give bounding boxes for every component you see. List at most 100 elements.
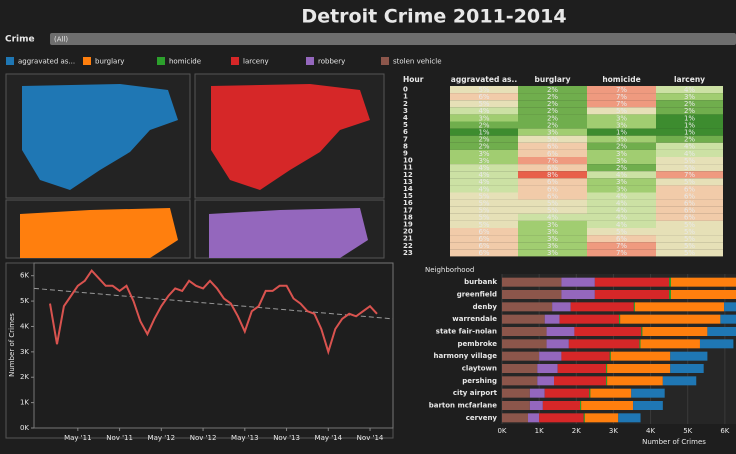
heat-cell — [656, 228, 723, 236]
heat-value: 1% — [684, 114, 695, 122]
heat-value: 3% — [478, 150, 489, 158]
heat-value: 5% — [684, 249, 695, 257]
heat-cell — [518, 149, 587, 157]
bar-segment — [671, 277, 736, 287]
heat-cell — [518, 157, 587, 165]
heat-cell — [518, 199, 587, 207]
x-tick-label: 0K — [497, 427, 506, 435]
heat-cell — [587, 249, 656, 257]
heat-value: 3% — [547, 235, 558, 243]
bar-segment — [639, 339, 641, 349]
heat-value: 4% — [547, 214, 558, 222]
heat-cell — [518, 86, 587, 94]
filter-value[interactable]: (All) — [54, 36, 68, 44]
heat-value: 1% — [684, 121, 695, 129]
heat-cell — [450, 100, 518, 108]
bar-segment — [574, 327, 642, 336]
heat-value: 7% — [616, 93, 627, 101]
heat-cell — [656, 114, 723, 122]
bar-segment — [544, 388, 590, 398]
bar-segment — [502, 401, 530, 410]
x-tick-label: 6K — [720, 427, 729, 435]
heat-value: 2% — [616, 164, 627, 172]
heat-value: 2% — [547, 100, 558, 108]
category-label: city airport — [453, 389, 498, 397]
category-label: claytown — [462, 365, 497, 373]
hour-label: 5 — [403, 121, 408, 129]
hour-label: 6 — [403, 128, 408, 136]
heat-value: 3% — [684, 93, 695, 101]
x-tick-label: May '12 — [148, 434, 176, 442]
legend-swatch — [381, 57, 389, 65]
heat-cell — [656, 185, 723, 193]
filter-dropdown[interactable] — [50, 33, 736, 45]
bar-segment — [557, 364, 606, 373]
bar-segment — [581, 401, 634, 410]
heat-value: 3% — [616, 114, 627, 122]
hour-label: 11 — [403, 164, 413, 172]
category-label: state fair-nolan — [436, 328, 497, 336]
bar-segment — [670, 364, 704, 373]
heat-cell — [518, 100, 587, 108]
heat-cell — [656, 206, 723, 214]
bar-segment — [607, 376, 663, 386]
bar-segment — [720, 314, 736, 324]
table-header: homicide — [602, 75, 640, 84]
hour-label: 10 — [403, 157, 413, 165]
heat-value: 4% — [684, 86, 695, 94]
heat-value: 5% — [478, 86, 489, 94]
heat-cell — [587, 100, 656, 108]
category-label: barton mcfarlane — [429, 402, 498, 410]
bar-segment — [561, 290, 595, 299]
bar-segment — [570, 302, 634, 312]
heat-value: 3% — [616, 157, 627, 165]
heat-value: 6% — [616, 235, 627, 243]
x-tick-label: 3K — [609, 427, 618, 435]
heat-value: 4% — [478, 171, 489, 179]
heat-value: 5% — [684, 164, 695, 172]
legend-swatch — [231, 57, 239, 65]
bar-segment — [583, 413, 585, 423]
bar-segment — [561, 351, 610, 361]
table-header: aggravated as.. — [451, 75, 518, 84]
hour-label: 2 — [403, 100, 408, 108]
heat-value: 4% — [478, 178, 489, 186]
heat-cell — [450, 242, 518, 250]
heat-value: 3% — [547, 249, 558, 257]
heat-cell — [587, 86, 656, 94]
y-tick-label: 2K — [20, 373, 29, 381]
bar-segment — [559, 314, 619, 324]
heat-value: 5% — [478, 100, 489, 108]
heat-cell — [587, 199, 656, 207]
bar-segment — [502, 277, 562, 287]
heat-value: 2% — [547, 107, 558, 115]
category-label: cerveny — [466, 414, 498, 422]
heat-cell — [450, 128, 518, 136]
heat-value: 6% — [684, 199, 695, 207]
heat-cell — [587, 178, 656, 186]
heat-cell — [587, 93, 656, 101]
category-label: denby — [473, 303, 498, 311]
bars — [502, 277, 736, 423]
hour-label: 20 — [403, 228, 413, 236]
heat-cell — [450, 249, 518, 257]
legend-label: stolen vehicle — [393, 58, 442, 66]
heat-cell — [587, 213, 656, 221]
hour-label: 17 — [403, 206, 413, 214]
heat-value: 2% — [684, 136, 695, 144]
line-series — [49, 268, 378, 356]
bar-segment — [594, 277, 670, 287]
x-tick-label: May '14 — [315, 434, 343, 442]
heat-cell — [518, 228, 587, 236]
heat-value: 5% — [684, 221, 695, 229]
x-axis-title: Number of Crimes — [642, 438, 706, 446]
heat-cell — [450, 121, 518, 129]
heat-cell — [587, 242, 656, 250]
bar-segment — [544, 314, 560, 324]
heat-value: 5% — [478, 207, 489, 215]
heat-cell — [656, 164, 723, 172]
heat-value: 5% — [684, 242, 695, 250]
heat-cell — [587, 206, 656, 214]
heat-value: 6% — [547, 185, 558, 193]
bar-segment — [669, 277, 671, 287]
